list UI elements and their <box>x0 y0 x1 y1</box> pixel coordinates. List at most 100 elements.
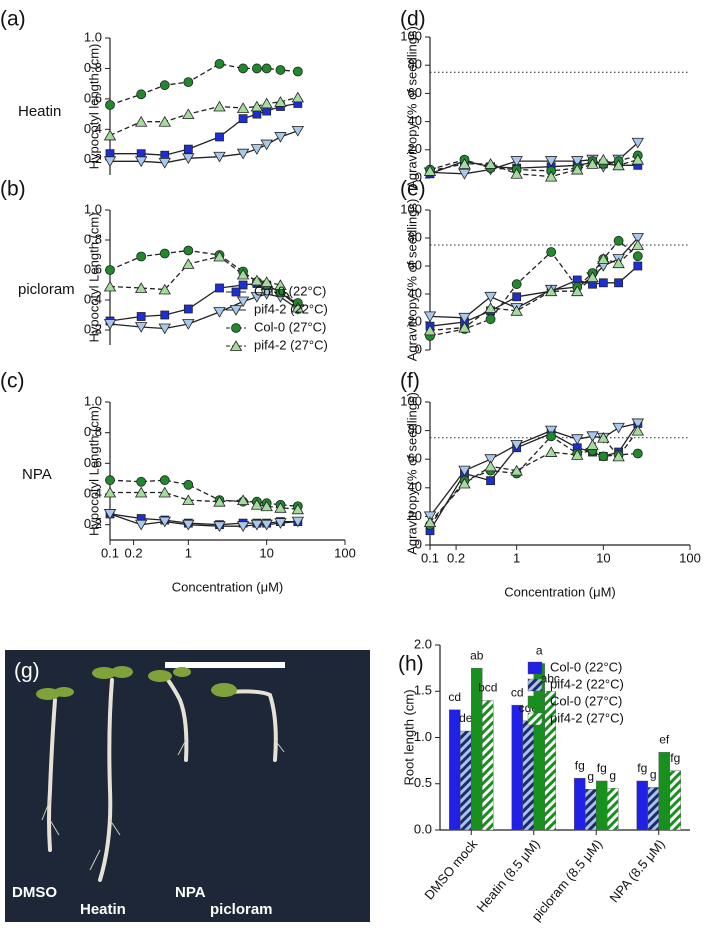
y-tick-label: 20 <box>408 508 422 523</box>
x-tick-label: 100 <box>334 545 356 560</box>
y-tick-label: 20 <box>408 141 422 156</box>
data-point <box>612 257 625 269</box>
data-point <box>236 296 250 308</box>
significance-letter: g <box>650 768 657 782</box>
row-label: NPA <box>22 466 52 483</box>
y-axis-label: Agravitropy (% of seedlings) <box>404 392 419 555</box>
y-tick-label: 40 <box>408 113 422 128</box>
legend-marker <box>229 305 243 316</box>
data-point <box>103 129 117 141</box>
bar <box>596 780 608 831</box>
leaf <box>54 687 74 697</box>
x-tick-label: 100 <box>679 550 701 565</box>
data-point <box>182 319 195 330</box>
data-point <box>261 63 272 74</box>
data-point <box>183 479 194 490</box>
data-point <box>236 268 250 280</box>
data-point <box>183 304 193 314</box>
data-point <box>260 500 273 512</box>
data-point <box>182 153 195 165</box>
y-tick-label: 0.8 <box>84 424 102 439</box>
bar <box>669 770 681 831</box>
photo-label: DMSO <box>12 884 57 901</box>
data-point <box>544 285 558 297</box>
data-point <box>236 148 250 160</box>
series-line <box>429 237 639 319</box>
y-tick-label: 0.4 <box>84 291 102 306</box>
data-point <box>292 66 303 77</box>
data-point <box>158 516 171 528</box>
data-point <box>484 460 497 472</box>
data-point <box>105 265 115 275</box>
data-point <box>134 115 148 127</box>
bar <box>511 704 523 831</box>
leaves <box>36 666 237 700</box>
y-tick-label: 80 <box>408 229 422 244</box>
data-point <box>134 486 148 498</box>
data-point <box>160 310 170 320</box>
y-tick-label: 0.4 <box>84 485 102 500</box>
significance-letter: a <box>536 644 543 658</box>
leaf <box>36 688 60 700</box>
data-point <box>213 100 226 112</box>
y-tick-label: 1.0 <box>414 729 432 744</box>
data-point <box>103 319 117 330</box>
photo-label: NPA <box>175 884 206 901</box>
y-axis-label: Agravitropy (% of seedlings) <box>404 26 419 189</box>
x-axis-label: Concentration (μM) <box>504 584 616 599</box>
significance-letter: fg <box>637 761 647 775</box>
y-tick-label: 0.5 <box>414 775 432 790</box>
x-axis-label: Concentration (μM) <box>172 579 284 594</box>
series-line <box>429 422 638 517</box>
panel-label: (e) <box>400 178 426 201</box>
y-tick-label: 0.4 <box>84 121 102 136</box>
data-point <box>182 258 195 269</box>
y-axis-label: Hypocotyl length (cm) <box>86 44 101 170</box>
data-point <box>159 475 170 486</box>
y-tick-label: 100 <box>400 393 422 408</box>
series-line <box>109 249 299 304</box>
significance-letter: g <box>609 769 616 783</box>
data-point <box>103 280 117 292</box>
data-point <box>215 283 224 293</box>
panel-label: (c) <box>0 370 25 393</box>
data-point <box>134 282 148 293</box>
panel-label: (h) <box>398 653 424 676</box>
data-point <box>291 301 305 313</box>
significance-letter: abc <box>541 671 560 685</box>
y-axis-label: Agravitropy (% of seedlings) <box>404 199 419 362</box>
data-point <box>103 486 117 498</box>
data-point <box>215 132 224 142</box>
significance-letter: cd <box>511 685 524 699</box>
data-point <box>631 137 645 149</box>
series-line <box>429 244 639 332</box>
data-point <box>613 235 624 246</box>
legend-marker <box>231 323 241 333</box>
data-point <box>458 158 471 169</box>
leaf <box>92 667 116 679</box>
photo-label: picloram <box>210 901 273 918</box>
data-point <box>159 80 170 91</box>
data-point <box>291 503 305 515</box>
data-point <box>598 451 609 462</box>
data-point <box>136 251 147 262</box>
y-tick-label: 0.2 <box>84 321 102 336</box>
seedling-npa <box>166 678 189 762</box>
data-point <box>631 424 645 436</box>
data-point <box>158 115 171 127</box>
data-point <box>134 322 148 333</box>
data-point <box>597 253 610 264</box>
data-point <box>484 291 497 303</box>
data-point <box>423 324 437 336</box>
y-tick-label: 0.8 <box>84 231 102 246</box>
seedlings <box>47 678 278 882</box>
data-point <box>633 261 643 271</box>
series-line <box>429 142 639 175</box>
data-point <box>260 97 273 109</box>
data-point <box>250 519 264 531</box>
data-point <box>510 167 523 179</box>
data-point <box>510 439 523 451</box>
data-point <box>236 102 250 113</box>
data-point <box>544 446 558 457</box>
